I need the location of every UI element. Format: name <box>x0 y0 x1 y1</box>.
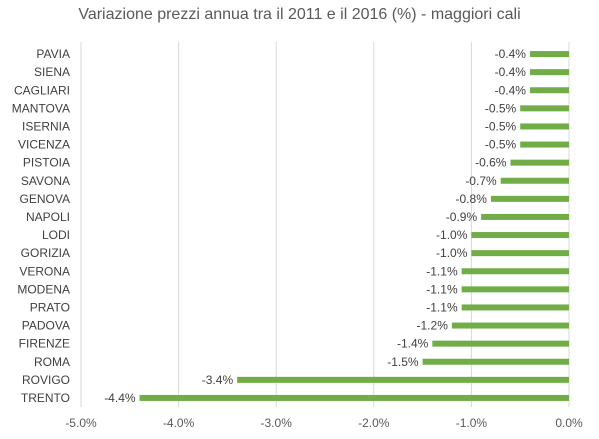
chart-title: Variazione prezzi annua tra il 2011 e il… <box>78 6 521 23</box>
category-label: MANTOVA <box>12 101 70 115</box>
category-label: GORIZIA <box>21 246 70 260</box>
category-label: PAVIA <box>36 47 70 61</box>
value-label: -0.5% <box>485 119 517 133</box>
value-label: -0.4% <box>495 65 527 79</box>
x-tick-label: -5.0% <box>65 416 97 430</box>
category-label: PRATO <box>30 300 70 314</box>
value-label: -0.7% <box>465 174 497 188</box>
category-label: ISERNIA <box>22 119 70 133</box>
category-label: SAVONA <box>21 174 70 188</box>
bar <box>500 177 569 184</box>
value-label: -1.2% <box>417 319 449 333</box>
value-label: -1.4% <box>397 337 429 351</box>
value-label: -0.5% <box>485 101 517 115</box>
value-label: -1.1% <box>426 300 458 314</box>
value-label: -4.4% <box>104 391 136 405</box>
bar <box>529 51 569 58</box>
value-label: -1.0% <box>436 246 468 260</box>
x-tick-label: -4.0% <box>163 416 195 430</box>
category-labels: PAVIA SIENA CAGLIARI MANTOVA ISERNIA VICENZA P… <box>12 47 70 405</box>
value-label: -0.9% <box>446 210 478 224</box>
bar <box>471 232 569 239</box>
bar <box>529 69 569 76</box>
bar <box>237 376 569 383</box>
x-tick-label: -1.0% <box>456 416 488 430</box>
category-label: TRENTO <box>21 391 70 405</box>
bar <box>520 141 569 148</box>
x-tick-label: -3.0% <box>261 416 293 430</box>
category-label: SIENA <box>34 65 70 79</box>
category-label: FIRENZE <box>19 337 70 351</box>
value-label: -3.4% <box>202 373 234 387</box>
category-label: VICENZA <box>18 138 70 152</box>
category-label: PISTOIA <box>23 156 70 170</box>
bars <box>139 51 569 401</box>
category-label: GENOVA <box>20 192 70 206</box>
value-label: -0.4% <box>495 83 527 97</box>
bar <box>451 322 569 329</box>
bar <box>139 394 569 401</box>
bar <box>461 286 569 293</box>
bar <box>461 304 569 311</box>
category-label: NAPOLI <box>26 210 70 224</box>
bar <box>510 159 569 166</box>
bar <box>520 105 569 112</box>
bar <box>520 123 569 130</box>
value-label: -0.6% <box>475 156 507 170</box>
category-label: ROMA <box>34 355 70 369</box>
category-label: PADOVA <box>22 319 70 333</box>
x-tick-label: 0.0% <box>555 416 583 430</box>
x-axis-tick-labels: -5.0% -4.0% -3.0% -2.0% -1.0% 0.0% <box>65 416 583 430</box>
bar <box>490 195 569 202</box>
data-labels: -0.4% -0.4% -0.4% -0.5% -0.5% -0.5% -0.6% -0.7%… <box>104 47 526 405</box>
value-label: -1.5% <box>387 355 419 369</box>
value-label: -1.1% <box>426 264 458 278</box>
category-label: VERONA <box>19 264 70 278</box>
value-label: -0.5% <box>485 138 517 152</box>
bar <box>432 340 569 347</box>
bar <box>481 213 569 220</box>
bar <box>529 87 569 94</box>
bar <box>471 250 569 257</box>
category-label: CAGLIARI <box>14 83 70 97</box>
bar <box>461 268 569 275</box>
category-label: MODENA <box>17 282 70 296</box>
value-label: -1.1% <box>426 282 458 296</box>
category-label: LODI <box>42 228 70 242</box>
category-label: ROVIGO <box>22 373 70 387</box>
value-label: -0.4% <box>495 47 527 61</box>
x-tick-label: -2.0% <box>358 416 390 430</box>
bar <box>422 358 569 365</box>
value-label: -0.8% <box>456 192 488 206</box>
value-label: -1.0% <box>436 228 468 242</box>
